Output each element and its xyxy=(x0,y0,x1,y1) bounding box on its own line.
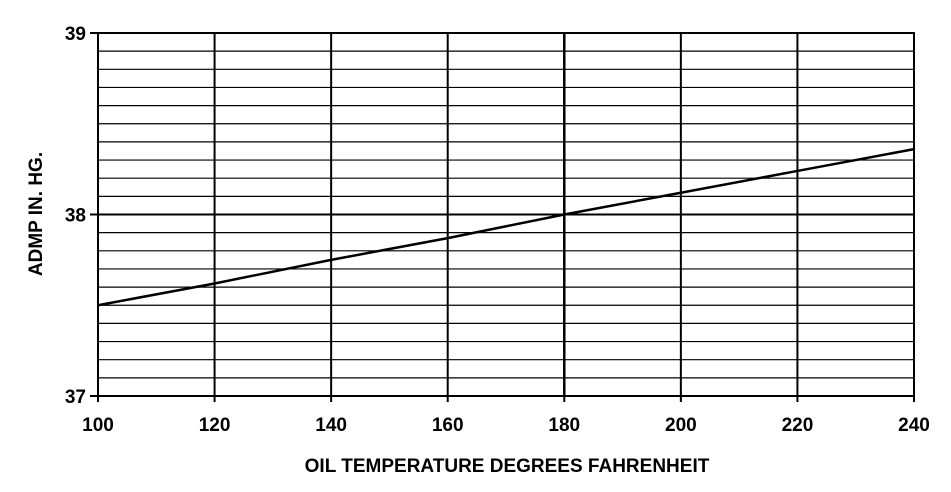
x-tick-label: 120 xyxy=(199,415,231,436)
y-tick-label: 37 xyxy=(65,387,86,408)
series-group xyxy=(97,147,915,307)
x-tick-label: 200 xyxy=(665,415,697,436)
x-tick-label: 140 xyxy=(315,415,347,436)
x-tick-labels: 100 120 140 160 180 200 220 240 xyxy=(82,415,930,436)
series-line xyxy=(97,147,915,307)
x-tick-label: 160 xyxy=(432,415,464,436)
y-tick-label: 38 xyxy=(65,206,86,227)
x-tick-label: 180 xyxy=(548,415,580,436)
x-tick-label: 240 xyxy=(898,415,930,436)
x-axis-title: OIL TEMPERATURE DEGREES FAHRENHEIT xyxy=(305,456,710,477)
plot-frame xyxy=(90,32,915,402)
y-axis-title: ADMP IN. HG. xyxy=(26,152,47,276)
x-tick-label: 100 xyxy=(82,415,114,436)
grid xyxy=(98,33,914,396)
y-tick-label: 39 xyxy=(65,24,86,45)
y-tick-labels: 37 38 39 xyxy=(65,24,86,408)
x-tick-label: 220 xyxy=(782,415,814,436)
